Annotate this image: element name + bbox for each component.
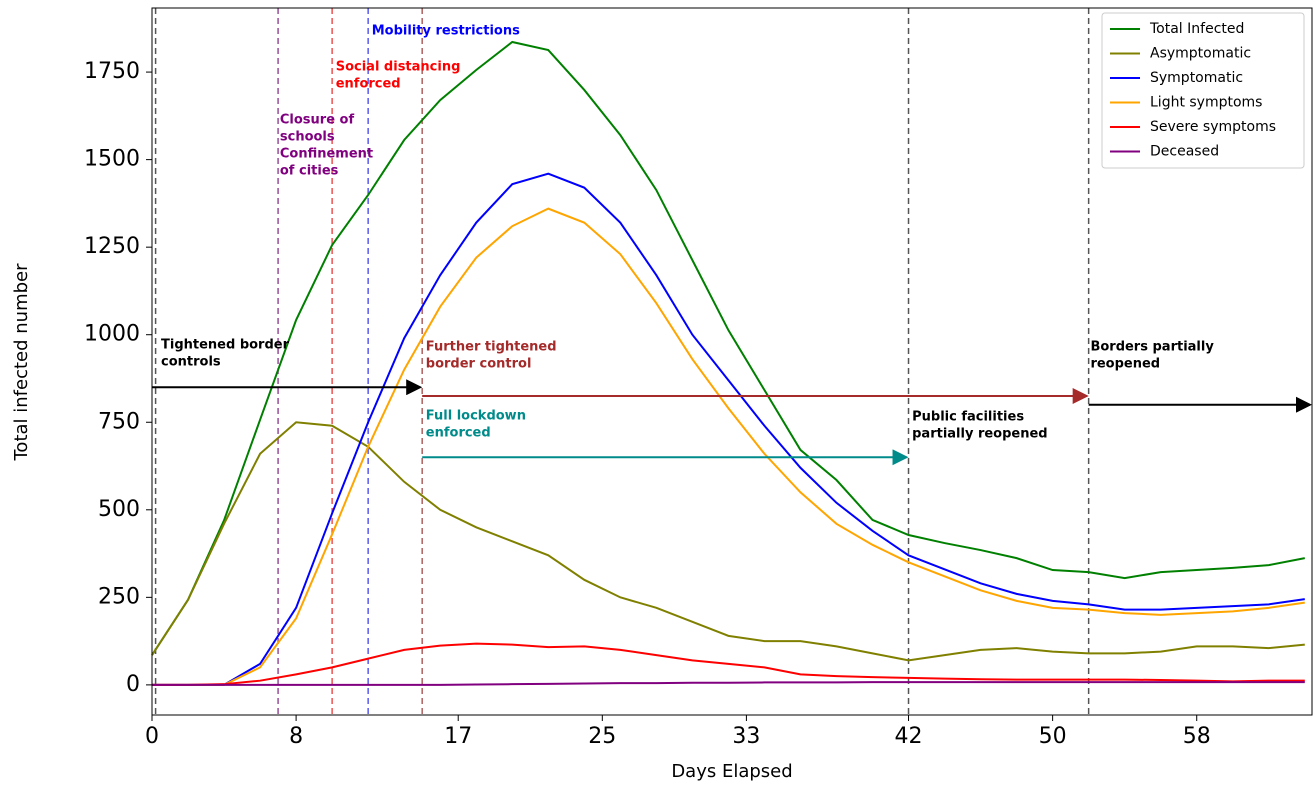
legend-label: Total Infected xyxy=(1149,21,1244,37)
legend-box xyxy=(1101,12,1305,169)
legend-label: Severe symptoms xyxy=(1150,119,1276,135)
series-line xyxy=(152,207,1305,686)
annotation: Tightened border xyxy=(161,338,290,353)
annotation: enforced xyxy=(426,425,491,440)
annotation: Closure of xyxy=(280,113,355,128)
legend-label: Light symptoms xyxy=(1150,95,1262,111)
legend-label: Deceased xyxy=(1150,144,1219,160)
y-tick-label: 1750 xyxy=(84,59,140,84)
y-tick-label: 1250 xyxy=(84,234,140,259)
plot-frame xyxy=(151,7,1313,716)
y-tick-label: 1500 xyxy=(84,147,140,172)
annotation: Public facilities xyxy=(912,410,1024,425)
annotation: Mobility restrictions xyxy=(372,24,520,39)
legend-label: Asymptomatic xyxy=(1150,46,1251,62)
annotation: Borders partially xyxy=(1090,339,1214,354)
annotation: Confinement xyxy=(280,147,373,162)
series-line xyxy=(152,642,1305,686)
annotation: enforced xyxy=(336,77,401,92)
annotation: partially reopened xyxy=(912,427,1048,442)
x-tick-label: 25 xyxy=(588,724,616,749)
annotation: Full lockdown xyxy=(426,408,526,423)
x-tick-label: 17 xyxy=(444,724,472,749)
annotation: border control xyxy=(426,356,532,371)
y-tick-label: 750 xyxy=(98,409,140,434)
x-tick-label: 8 xyxy=(289,724,303,749)
series-line xyxy=(151,421,1305,662)
annotation: of cities xyxy=(280,164,339,179)
x-tick-label: 33 xyxy=(732,724,760,749)
annotation: reopened xyxy=(1090,356,1160,371)
y-tick-label: 250 xyxy=(98,584,140,609)
x-tick-label: 58 xyxy=(1183,724,1211,749)
series-line xyxy=(152,681,1305,686)
y-tick-label: 500 xyxy=(98,497,140,522)
annotation: Further tightened xyxy=(426,339,557,354)
x-tick-label: 50 xyxy=(1039,724,1067,749)
series-line xyxy=(152,172,1305,686)
x-axis-label: Days Elapsed xyxy=(671,761,792,782)
y-tick-label: 1000 xyxy=(84,322,140,347)
annotation: Social distancing xyxy=(336,60,461,75)
y-tick-label: 0 xyxy=(126,672,140,697)
annotation: schools xyxy=(280,130,335,145)
series-line xyxy=(151,40,1305,656)
y-axis-label: Total infected number xyxy=(11,263,32,462)
x-tick-label: 0 xyxy=(145,724,159,749)
annotation: controls xyxy=(161,355,221,370)
x-tick-label: 42 xyxy=(895,724,923,749)
legend-label: Symptomatic xyxy=(1150,70,1243,86)
